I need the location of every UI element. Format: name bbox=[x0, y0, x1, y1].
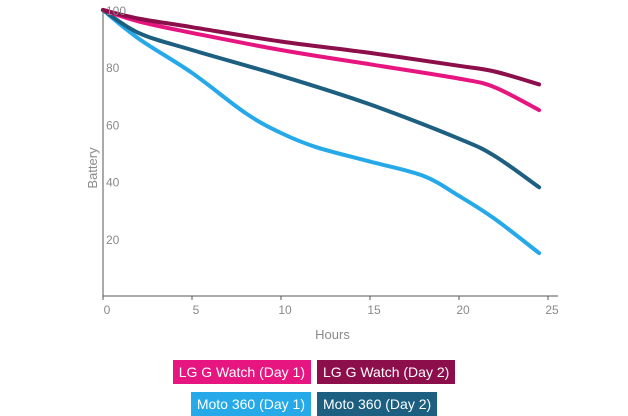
legend-item-lg-day1[interactable]: LG G Watch (Day 1) bbox=[172, 360, 311, 384]
x-tick-label: 5 bbox=[193, 303, 200, 317]
y-tick-label: 40 bbox=[106, 176, 120, 190]
x-tick-label: 25 bbox=[545, 303, 559, 317]
y-tick-label: 80 bbox=[106, 61, 120, 75]
x-tick-label: 15 bbox=[367, 303, 381, 317]
battery-chart: 0 5 10 15 20 25 20 40 60 80 100 Hours Battery bbox=[85, 4, 559, 340]
y-axis-title: Battery bbox=[85, 147, 100, 189]
series-line-moto-day1 bbox=[101, 8, 542, 256]
x-tick-labels: 0 5 10 15 20 25 bbox=[102, 296, 559, 317]
series-layer bbox=[101, 8, 542, 256]
y-tick-label: 60 bbox=[106, 118, 120, 132]
x-axis-title: Hours bbox=[315, 327, 350, 340]
legend-item-moto-day1[interactable]: Moto 360 (Day 1) bbox=[190, 392, 311, 416]
series-line-moto-day2 bbox=[101, 8, 542, 190]
y-tick-label: 20 bbox=[106, 233, 120, 247]
series-line-lg-day2 bbox=[101, 8, 542, 87]
x-tick-label: 20 bbox=[456, 303, 470, 317]
legend-item-lg-day2[interactable]: LG G Watch (Day 2) bbox=[317, 360, 456, 384]
y-tick-label: 100 bbox=[106, 4, 126, 18]
series-line-lg-day1 bbox=[101, 8, 542, 113]
x-tick-label: 10 bbox=[278, 303, 292, 317]
legend-item-moto-day2[interactable]: Moto 360 (Day 2) bbox=[317, 392, 438, 416]
legend: LG G Watch (Day 1) LG G Watch (Day 2) Mo… bbox=[0, 360, 628, 416]
x-tick-label: 0 bbox=[104, 303, 111, 317]
axis-layer bbox=[102, 10, 558, 297]
y-tick-labels: 20 40 60 80 100 bbox=[106, 4, 126, 247]
